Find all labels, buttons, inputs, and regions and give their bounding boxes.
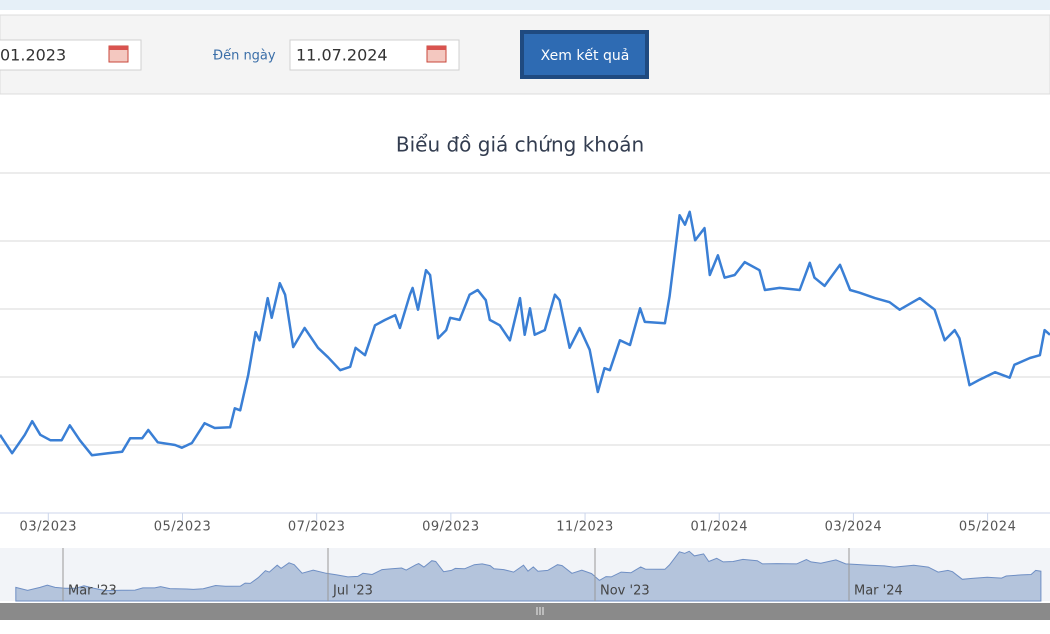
submit-label[interactable]: Xem kết quả [541,47,630,64]
x-tick-label: 07/2023 [288,520,346,535]
calendar-icon[interactable] [426,45,447,63]
navigator-area [15,550,1042,602]
x-tick-label: 05/2024 [959,520,1017,535]
navigator-label: Mar '23 [68,584,117,599]
x-tick-label: 03/2023 [20,520,78,535]
submit-button-inner [524,34,645,75]
chart-title: Biểu đồ giá chứng khoán [396,133,644,157]
to-label: Đến ngày [213,49,276,64]
navigator-label: Jul '23 [332,584,373,599]
navigator-label: Nov '23 [600,584,650,599]
x-tick-label: 03/2024 [825,520,883,535]
from-date: 01.2023 [0,46,66,65]
scrollbar[interactable] [0,603,1050,620]
top-band [0,0,1050,10]
price-line [0,210,1050,457]
x-tick-label: 11/2023 [556,520,614,535]
scrollbar-grip[interactable] [536,607,544,615]
x-tick-label: 05/2023 [154,520,212,535]
to-date: 11.07.2024 [296,46,388,65]
calendar-icon[interactable] [108,45,129,63]
navigator-label: Mar '24 [854,584,903,599]
x-tick-label: 01/2024 [690,520,748,535]
x-tick-label: 09/2023 [422,520,480,535]
